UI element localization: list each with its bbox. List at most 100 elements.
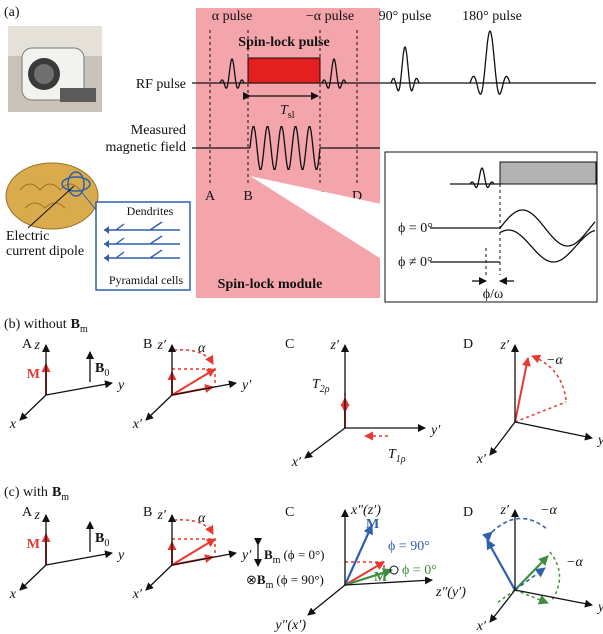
angle-label: −α — [546, 353, 563, 368]
axis-label: x — [9, 587, 17, 602]
mri-photo-part — [34, 64, 54, 84]
panel-b-title: (b) without — [4, 317, 67, 332]
frame-letter: C — [285, 337, 294, 352]
axis — [20, 395, 46, 420]
measured-field-label: magnetic field — [106, 140, 186, 155]
b0-symbol: B — [95, 531, 104, 546]
vectors-part — [172, 369, 215, 387]
axis-label: z′ — [499, 338, 509, 353]
rf-pulse-label: RF pulse — [136, 77, 186, 92]
vector-label: M — [27, 367, 40, 382]
spin-lock-pulse — [248, 58, 320, 83]
dipole-label: Electric — [6, 229, 50, 244]
rf-pulse-shape — [470, 31, 510, 94]
axis — [515, 590, 592, 605]
panel-a: (a) α pulse −α pulse 90° pulse 180° puls… — [4, 5, 597, 302]
legend-symbol: B — [264, 547, 273, 562]
dendrites-label: Dendrites — [127, 204, 174, 218]
axis-label: x′ — [132, 417, 143, 432]
legend-text: (ϕ = 0°) — [283, 547, 324, 562]
axis-label: y — [116, 548, 125, 563]
static-field-label: B0 — [95, 531, 109, 549]
coordinate-frame: z′y′x′ — [132, 338, 252, 432]
axis-label: y′ — [429, 423, 441, 438]
coordinate-frame: z′y′x′ — [476, 338, 603, 467]
spin-lock-pulse-label: Spin-lock pulse — [238, 35, 329, 50]
phase-nonzero-label: ϕ ≠ 0° — [398, 255, 433, 270]
delay-label: ϕ/ω — [483, 287, 503, 302]
module-label: Spin-lock module — [218, 277, 323, 292]
axis-label: x″(z′) — [350, 503, 381, 518]
axis-label: y′ — [240, 378, 252, 393]
frame-letter: A — [22, 337, 33, 352]
axis — [515, 422, 592, 438]
b0-sub: 0 — [104, 368, 109, 379]
pulse-label: α pulse — [212, 9, 252, 24]
pulse-label: 180° pulse — [462, 9, 522, 24]
vector-label: M — [366, 517, 379, 532]
axis-label: y″(x′) — [273, 618, 306, 633]
pulse-label: 90° pulse — [379, 9, 432, 24]
pyramidal-label: Pyramidal cells — [109, 273, 184, 287]
axis-label: x′ — [476, 619, 487, 634]
tsl-sub: sl — [288, 110, 295, 121]
rf-pulse-shape — [391, 47, 419, 91]
panel-label: (a) — [4, 5, 20, 20]
vectors-part — [515, 556, 548, 590]
field-sub: m — [61, 492, 69, 503]
dipole-label: current dipole — [6, 244, 84, 259]
coordinate-frame: z′y′x′ — [476, 503, 603, 634]
vectors-part — [174, 520, 213, 534]
static-field-label: B0 — [95, 361, 109, 379]
measured-field-label: Measured — [131, 123, 186, 138]
field-symbol: B — [71, 317, 80, 332]
legend-text: (ϕ = 90°) — [276, 572, 324, 587]
panel-c-title: (c) with — [4, 485, 48, 500]
axis — [46, 553, 112, 565]
coordinate-frame: zyx — [9, 338, 125, 432]
axis-label: z — [34, 508, 41, 523]
t2-label: T2ρ — [312, 377, 330, 395]
coordinate-frame: z′ y′ x′ — [291, 338, 441, 470]
t2-sub: 2ρ — [320, 384, 330, 395]
axis-label: y′ — [240, 548, 252, 563]
inset-part — [500, 162, 596, 184]
panel-label: (c) with Bm — [4, 485, 69, 503]
axis-label: x′ — [132, 587, 143, 602]
angle-label: α — [198, 511, 206, 526]
legend-prefix: ⊗ — [246, 572, 257, 587]
frame-letter: B — [143, 337, 152, 352]
axis-label: y — [116, 378, 125, 393]
axis-label: z′ — [329, 338, 339, 353]
page: (a) α pulse −α pulse 90° pulse 180° puls… — [0, 0, 603, 634]
frame-letter: D — [463, 505, 473, 520]
axis-label: x — [9, 417, 17, 432]
coordinate-frame: z′y′x′ — [132, 508, 252, 602]
time-point: B — [243, 189, 252, 204]
panel-label: (b) withoutBm — [4, 317, 88, 335]
axis-label: y′ — [596, 600, 603, 615]
vectors-part — [172, 539, 215, 557]
frame-letter: A — [22, 505, 33, 520]
time-point: A — [205, 189, 216, 204]
legend-sub: m — [273, 555, 281, 566]
vectors-part — [487, 540, 515, 590]
coordinate-frame: z y x — [9, 508, 125, 602]
vectors-part — [515, 358, 528, 422]
angle-label: −α — [566, 555, 583, 570]
axis — [20, 565, 46, 590]
legend-entry: Bm(ϕ = 0°) — [264, 547, 324, 566]
axis — [46, 383, 112, 395]
figure: (a) α pulse −α pulse 90° pulse 180° puls… — [0, 0, 603, 634]
vectors-part — [492, 518, 548, 532]
angle-label: α — [198, 341, 206, 356]
t1-sub: 1ρ — [396, 454, 406, 465]
legend-symbol: B — [257, 572, 266, 587]
b0-sub: 0 — [104, 538, 109, 549]
field-symbol: B — [52, 485, 61, 500]
phase-label: ϕ = 0° — [402, 563, 437, 578]
frame-letter: B — [143, 505, 152, 520]
axis-label: x′ — [291, 455, 302, 470]
frame-letter: C — [285, 505, 294, 520]
vectors-part — [174, 350, 213, 364]
